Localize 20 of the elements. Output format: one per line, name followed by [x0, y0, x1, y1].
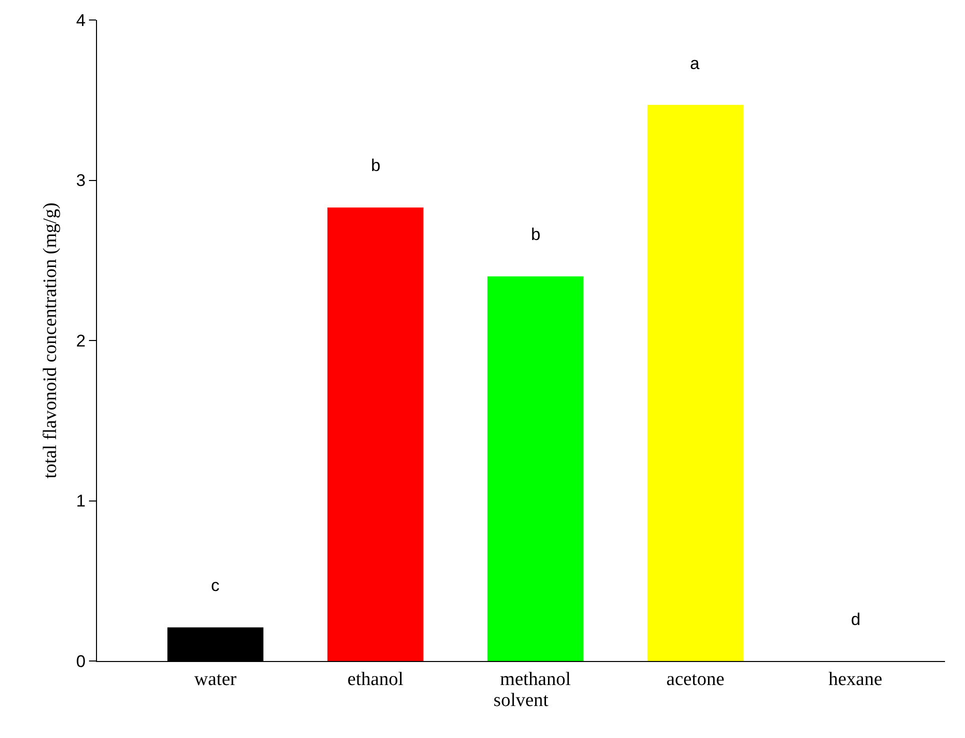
- y-tick-label: 3: [76, 171, 86, 190]
- annotation: c: [211, 576, 220, 595]
- bar: [327, 207, 424, 661]
- x-tick-label: hexane: [828, 668, 882, 690]
- annotation: d: [851, 610, 860, 629]
- bar: [487, 276, 584, 661]
- annotation: a: [690, 54, 700, 73]
- y-tick-label: 0: [76, 652, 86, 671]
- y-tick-label: 1: [76, 492, 86, 511]
- x-tick-label: water: [194, 668, 238, 690]
- annotation: b: [531, 225, 540, 244]
- annotation: b: [371, 156, 380, 175]
- y-tick-label: 2: [76, 331, 86, 350]
- x-tick-label: ethanol: [347, 668, 404, 690]
- y-tick-label: 4: [76, 10, 86, 30]
- bar: [647, 104, 744, 661]
- x-tick-label: acetone: [666, 668, 724, 690]
- y-axis-title: total flavonoid concentration (mg/g): [40, 202, 61, 478]
- x-axis-title: solvent: [494, 690, 550, 711]
- x-tick-label: methanol: [500, 668, 571, 690]
